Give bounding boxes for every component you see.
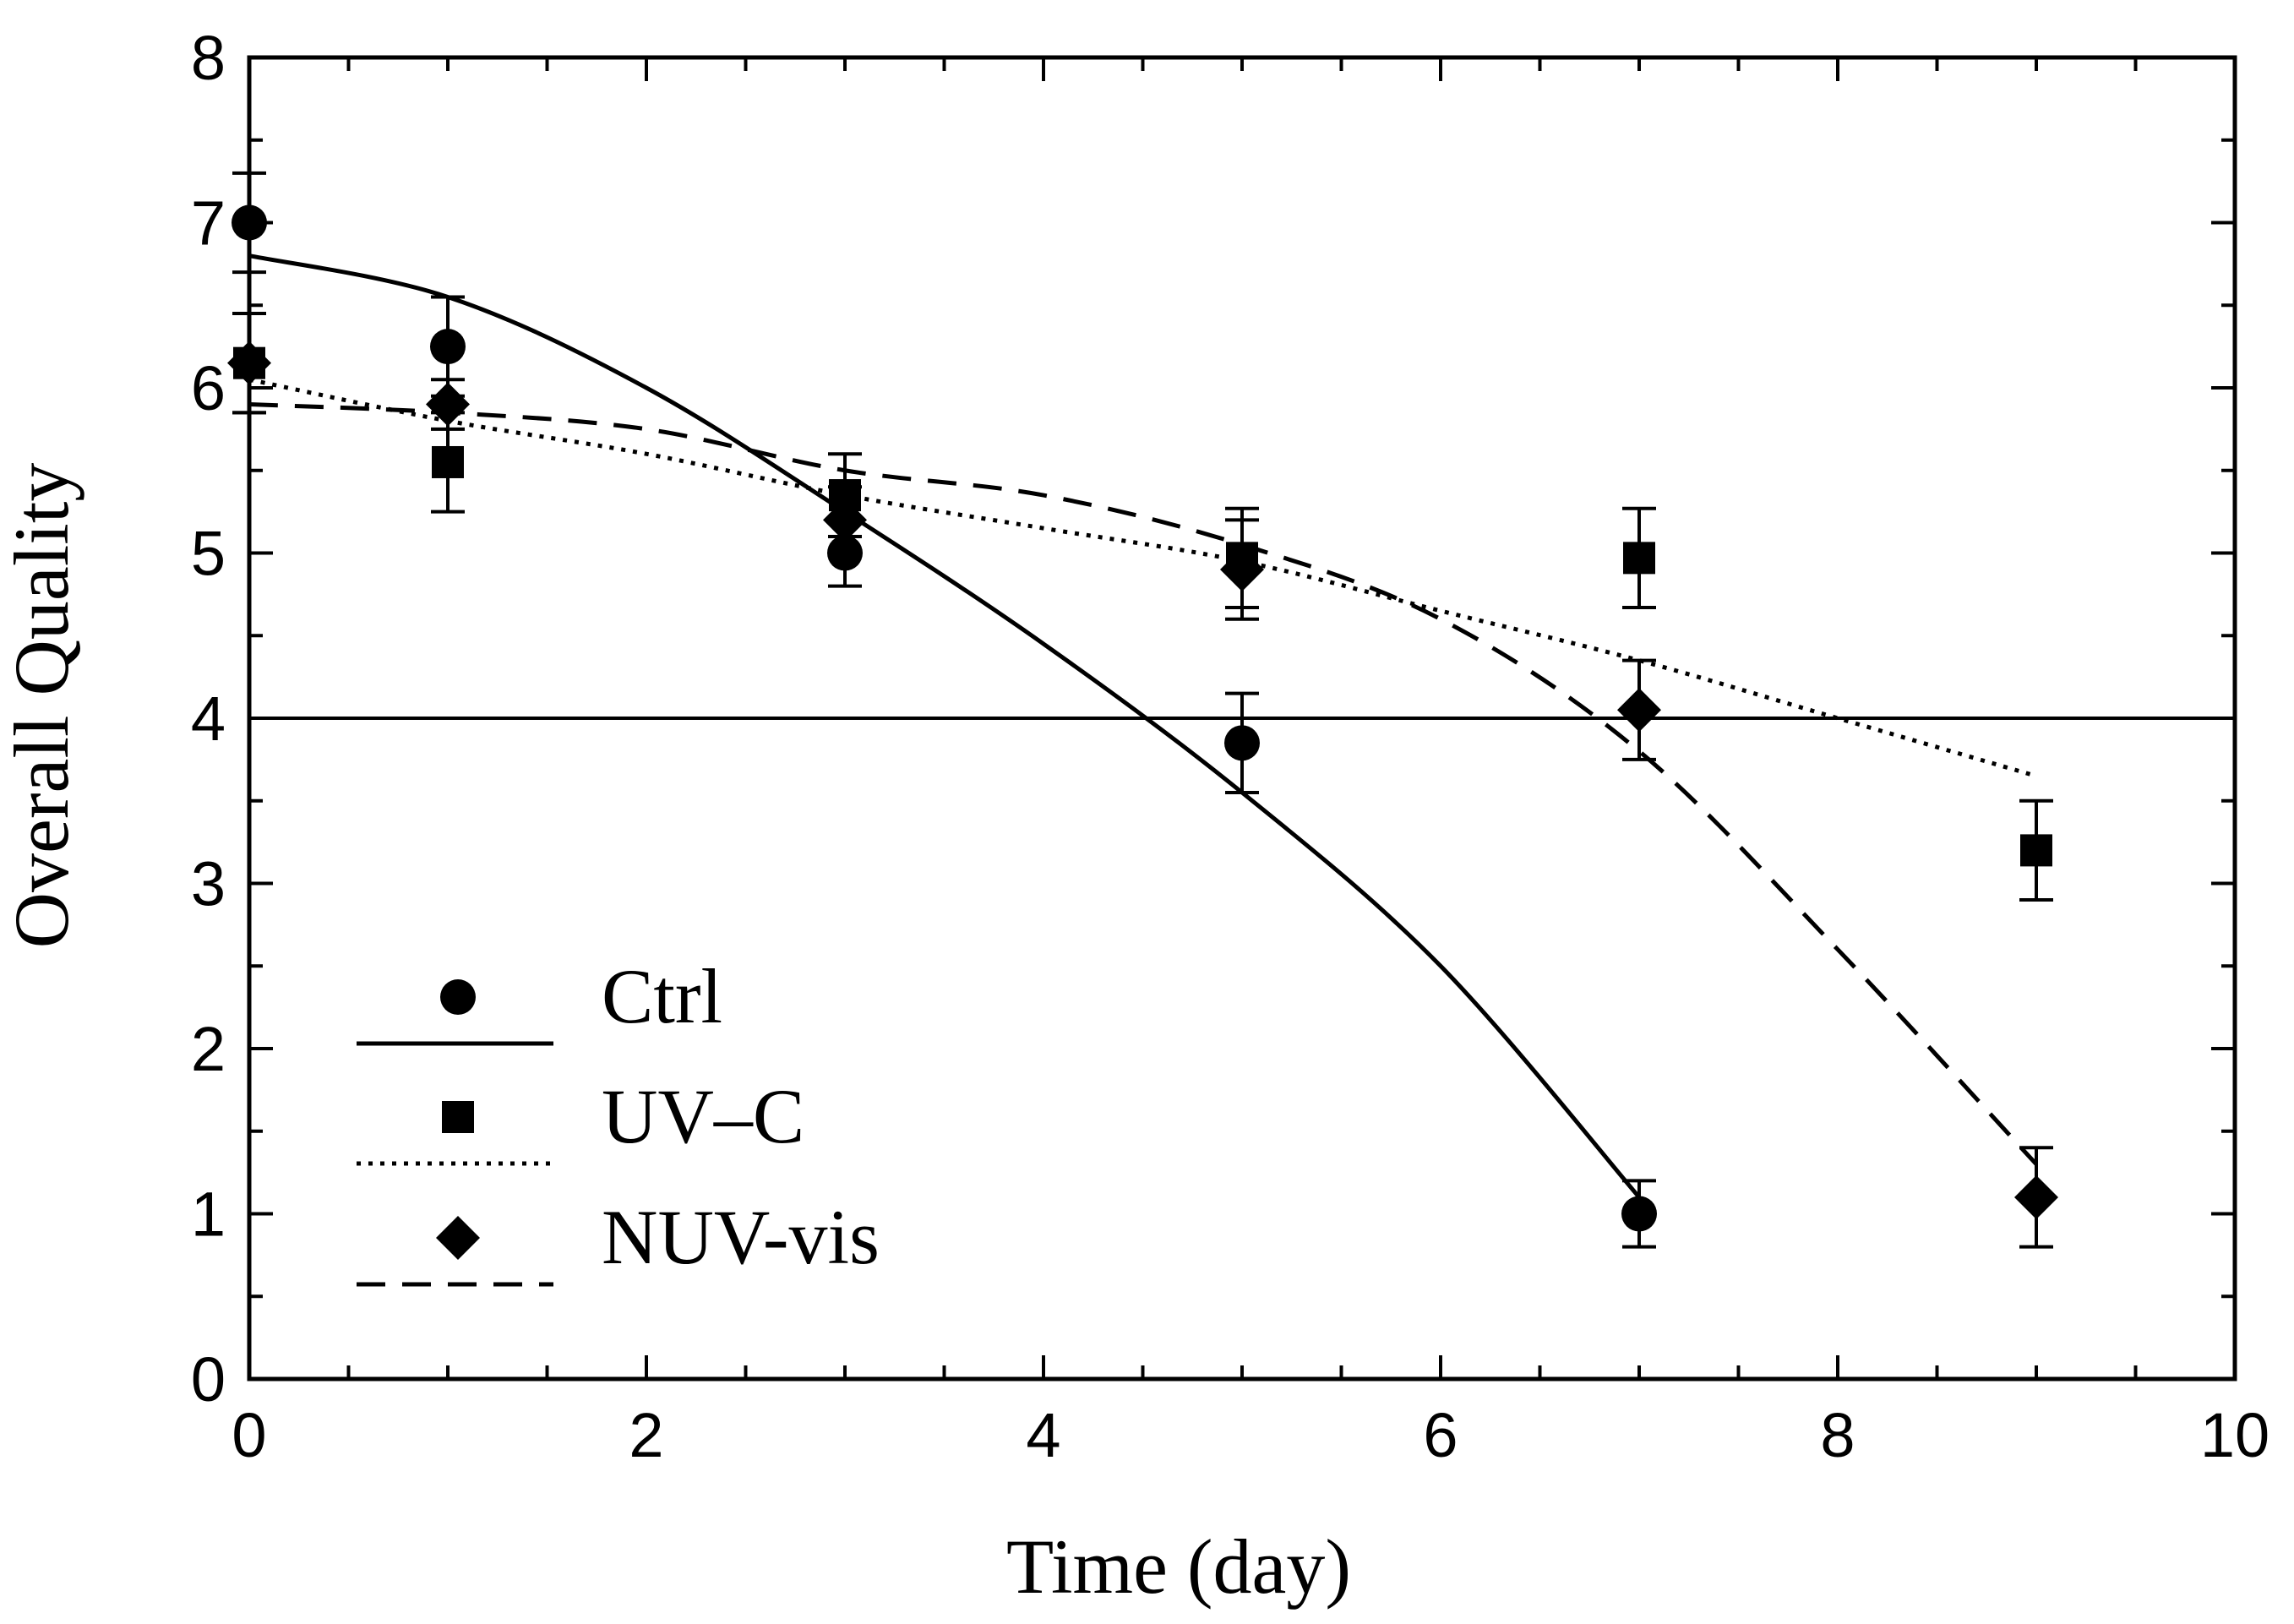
y-tick-label: 6 xyxy=(191,353,226,423)
data-point-nuv-vis xyxy=(426,382,470,427)
y-tick-label: 3 xyxy=(191,849,226,919)
x-tick-label: 2 xyxy=(629,1400,663,1470)
y-tick-label: 1 xyxy=(191,1180,226,1250)
legend-label-nuv-vis: NUV-vis xyxy=(602,1194,880,1280)
y-tick-label: 8 xyxy=(191,23,226,93)
y-tick-label: 0 xyxy=(191,1344,226,1414)
data-point-ctrl xyxy=(1621,1196,1657,1232)
data-point-ctrl xyxy=(827,535,863,571)
x-tick-label: 4 xyxy=(1026,1400,1060,1470)
data-point-nuv-vis xyxy=(1220,548,1264,592)
legend-label-uv-c: UV–C xyxy=(602,1073,804,1159)
data-point-nuv-vis xyxy=(227,341,271,385)
x-axis-label: Time (day) xyxy=(1006,1523,1351,1610)
data-point-uv-c xyxy=(1623,542,1655,575)
x-tick-label: 8 xyxy=(1820,1400,1855,1470)
y-tick-label: 5 xyxy=(191,519,226,589)
x-tick-label: 0 xyxy=(232,1400,266,1470)
x-tick-label: 10 xyxy=(2200,1400,2269,1470)
data-point-nuv-vis xyxy=(1617,688,1661,733)
y-tick-label: 4 xyxy=(191,684,226,754)
y-axis-label: Overall Quality xyxy=(0,463,84,949)
data-point-uv-c xyxy=(2020,834,2052,867)
fit-line-nuv-vis xyxy=(248,402,2038,1166)
x-tick-label: 6 xyxy=(1423,1400,1458,1470)
data-point-uv-c xyxy=(432,445,464,478)
data-point-ctrl xyxy=(430,329,466,365)
data-point-nuv-vis xyxy=(823,498,867,542)
legend-label-ctrl: Ctrl xyxy=(602,953,722,1039)
legend-marker-uv-c xyxy=(442,1101,474,1133)
data-point-ctrl xyxy=(232,204,267,241)
y-tick-label: 7 xyxy=(191,188,226,259)
fit-line-ctrl xyxy=(248,253,1641,1199)
data-point-ctrl xyxy=(1224,725,1260,761)
legend-marker-ctrl xyxy=(440,979,476,1015)
legend-marker-nuv-vis xyxy=(436,1216,480,1260)
y-tick-label: 2 xyxy=(191,1014,226,1084)
data-point-nuv-vis xyxy=(2014,1174,2058,1219)
